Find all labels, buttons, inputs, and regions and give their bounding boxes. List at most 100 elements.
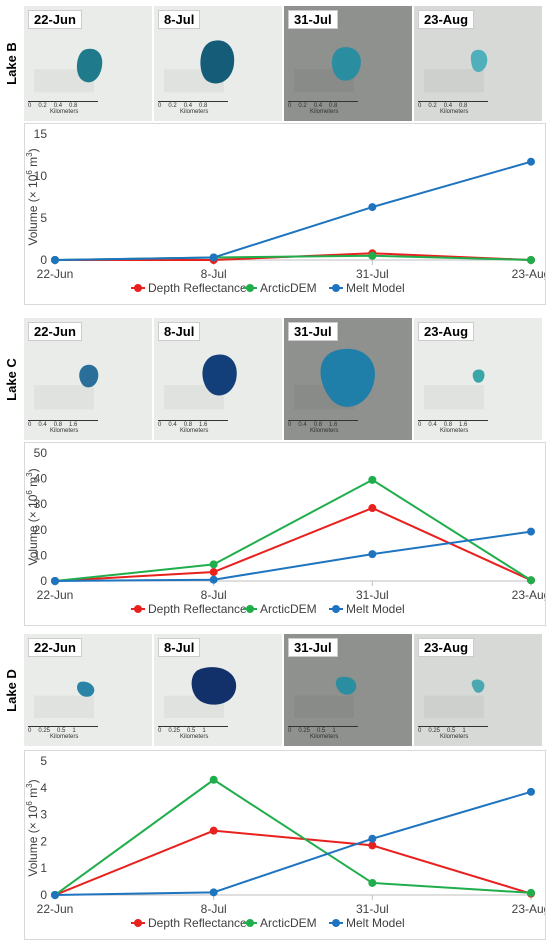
- scale-tick: 0.4: [428, 422, 437, 428]
- x-tick-label: 23-Aug: [512, 902, 545, 916]
- lake-c-chart: Volume (× 106 m3) 0 10 20 30 40 50 22-Jun 8-Jul 3…: [24, 442, 546, 626]
- y-tick-label: 20: [34, 523, 48, 537]
- meltwater-lake: [470, 49, 488, 72]
- scale-tick: 0.8: [443, 422, 453, 428]
- meltwater-lake: [472, 369, 485, 383]
- lake-b-chart-svg: Volume (× 106 m3)0 5 10 15 22-Jun 8-Jul 31-Jul…: [25, 127, 545, 295]
- meltwater-lake: [331, 47, 361, 81]
- meltwater-lake: [76, 48, 103, 83]
- scale-tick: 0: [28, 422, 32, 428]
- y-axis-label: Volume (× 106 m3): [25, 468, 40, 565]
- x-tick-label: 31-Jul: [356, 588, 389, 602]
- tile-date: 22-Jun: [28, 10, 82, 29]
- tile-date: 22-Jun: [28, 638, 82, 657]
- scale-tick: 0.8: [199, 103, 208, 109]
- scale-unit: Kilometers: [50, 428, 79, 434]
- y-tick-label: 10: [34, 548, 48, 562]
- scale-unit: Kilometers: [440, 428, 469, 434]
- scale-tick: 1.6: [459, 422, 468, 428]
- scale-tick: 0.5: [187, 728, 196, 734]
- data-point: [209, 560, 218, 569]
- meltwater-lake: [471, 679, 485, 693]
- y-tick-label: 40: [34, 472, 48, 486]
- scale-tick: 0: [28, 728, 32, 734]
- data-point: [368, 475, 377, 484]
- scale-tick: 0: [158, 728, 162, 734]
- data-point: [527, 787, 535, 796]
- x-tick-label: 23-Aug: [512, 588, 545, 602]
- lake-b-image-strip: 22-Jun 0 0.2 0.4 0.8 Kilometers 8-Jul 0 0.2 0.4 0…: [24, 6, 542, 121]
- meltwater-lake: [200, 40, 235, 84]
- data-point: [209, 775, 218, 784]
- legend-entry: Melt Model: [346, 281, 405, 295]
- data-point: [209, 253, 218, 262]
- scale-bar: 0 0.25 0.5 1 Kilometers: [158, 726, 228, 740]
- lake-b-chart: Volume (× 106 m3) 0 5 10 15 22-Jun 8-Jul 31-Jul…: [24, 123, 546, 305]
- scale-tick: 0.4: [168, 422, 177, 428]
- lake-d-panel: Lake D 22-Jun 0 0.25 0.5 1 Kilometers 8-Jul 0 0…: [0, 634, 550, 940]
- scale-tick: 0: [418, 728, 422, 734]
- scale-tick: 0.8: [183, 422, 193, 428]
- y-tick-label: 5: [40, 211, 47, 225]
- y-tick-label: 15: [34, 127, 48, 141]
- scale-unit: Kilometers: [180, 428, 209, 434]
- tile-date: 8-Jul: [158, 638, 201, 657]
- tile-date: 23-Aug: [418, 638, 475, 657]
- scale-tick: 0.5: [317, 728, 326, 734]
- scale-unit: Kilometers: [50, 109, 79, 115]
- scale-tick: 0.8: [329, 103, 338, 109]
- scale-tick: 1: [72, 728, 76, 734]
- data-point: [527, 576, 535, 585]
- scale-tick: 1: [332, 728, 336, 734]
- y-tick-label: 0: [40, 574, 47, 588]
- x-tick-label: 8-Jul: [201, 588, 227, 602]
- data-point: [527, 888, 535, 897]
- scale-tick: 0: [418, 422, 422, 428]
- scale-tick: 0.5: [57, 728, 66, 734]
- scale-unit: Kilometers: [440, 734, 469, 740]
- scale-bar: 0 0.4 0.8 1.6 Kilometers: [158, 420, 228, 434]
- tile-date: 31-Jul: [288, 10, 338, 29]
- data-point: [368, 203, 377, 212]
- legend-swatch: [134, 284, 142, 292]
- series-line-0: [54, 829, 532, 896]
- series-line-1: [54, 778, 532, 896]
- scale-tick: 0.2: [298, 103, 307, 109]
- scale-tick: 0.8: [69, 103, 78, 109]
- scale-tick: 1.6: [199, 422, 208, 428]
- scale-tick: 0.4: [38, 422, 47, 428]
- scale-bar: 0 0.4 0.8 1.6 Kilometers: [28, 420, 98, 434]
- lake-d-tile-4: 23-Aug 0 0.25 0.5 1 Kilometers: [414, 634, 542, 746]
- scale-tick: 0: [28, 103, 32, 109]
- lake-d-tile-3: 31-Jul 0 0.25 0.5 1 Kilometers: [284, 634, 412, 746]
- lake-d-chart: Volume (× 106 m3) 0 1 2 3 4 5 22-Jun 8-Jul 31-Jul…: [24, 750, 546, 940]
- lake-b-tile-1: 22-Jun 0 0.2 0.4 0.8 Kilometers: [24, 6, 152, 121]
- scale-tick: 0.4: [53, 103, 63, 109]
- scale-unit: Kilometers: [310, 734, 339, 740]
- meltwater-lake: [202, 354, 237, 396]
- lake-b-label: Lake B: [3, 42, 19, 85]
- y-tick-label: 0: [40, 253, 47, 267]
- lake-d-label: Lake D: [3, 668, 19, 712]
- lake-c-tile-2: 8-Jul 0 0.4 0.8 1.6 Kilometers: [154, 318, 282, 440]
- data-point: [368, 841, 377, 850]
- y-axis-label: Volume (× 106 m3): [25, 148, 40, 245]
- data-point: [368, 504, 377, 513]
- tile-date: 8-Jul: [158, 322, 201, 341]
- scale-tick: 0: [158, 103, 162, 109]
- series-line-2: [54, 790, 532, 896]
- data-point: [527, 527, 535, 536]
- tile-date: 8-Jul: [158, 10, 201, 29]
- lake-c-tile-3: 31-Jul 0 0.4 0.8 1.6 Kilometers: [284, 318, 412, 440]
- x-tick-label: 8-Jul: [201, 902, 227, 916]
- scale-tick: 0.4: [313, 103, 323, 109]
- legend-swatch: [332, 284, 340, 292]
- series-line-2: [54, 160, 532, 261]
- y-tick-label: 3: [40, 808, 47, 822]
- lake-d-tile-1: 22-Jun 0 0.25 0.5 1 Kilometers: [24, 634, 152, 746]
- scale-tick: 1: [202, 728, 206, 734]
- y-tick-label: 0: [40, 888, 47, 902]
- tile-date: 23-Aug: [418, 10, 475, 29]
- data-point: [368, 878, 377, 887]
- scale-tick: 0.5: [447, 728, 456, 734]
